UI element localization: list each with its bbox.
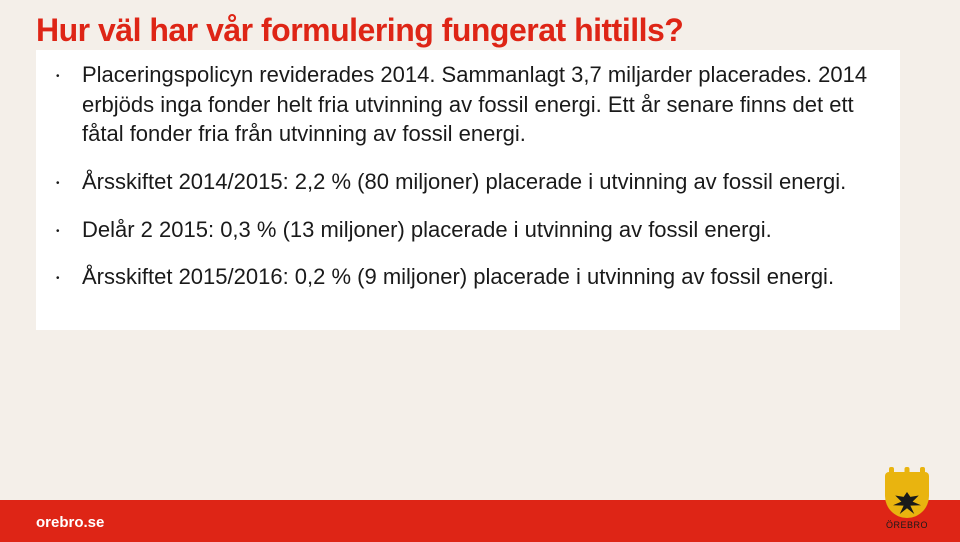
orebro-crest-icon: ÖREBRO bbox=[882, 472, 932, 534]
footer-bar: orebro.se bbox=[0, 500, 960, 542]
list-item: Årsskiftet 2014/2015: 2,2 % (80 miljoner… bbox=[68, 167, 880, 197]
crest-shield bbox=[885, 488, 929, 518]
crest-label: ÖREBRO bbox=[882, 520, 932, 530]
list-item: Årsskiftet 2015/2016: 0,2 % (9 miljoner)… bbox=[68, 262, 880, 292]
slide-title: Hur väl har vår formulering fungerat hit… bbox=[36, 12, 683, 49]
list-item: Delår 2 2015: 0,3 % (13 miljoner) placer… bbox=[68, 215, 880, 245]
bullet-list: Placeringspolicyn reviderades 2014. Samm… bbox=[46, 60, 880, 292]
list-item: Placeringspolicyn reviderades 2014. Samm… bbox=[68, 60, 880, 149]
content-box: Placeringspolicyn reviderades 2014. Samm… bbox=[36, 50, 900, 330]
slide: Hur väl har vår formulering fungerat hit… bbox=[0, 0, 960, 542]
eagle-icon bbox=[893, 492, 921, 514]
crest-crown bbox=[885, 472, 929, 488]
footer-site: orebro.se bbox=[36, 514, 104, 531]
